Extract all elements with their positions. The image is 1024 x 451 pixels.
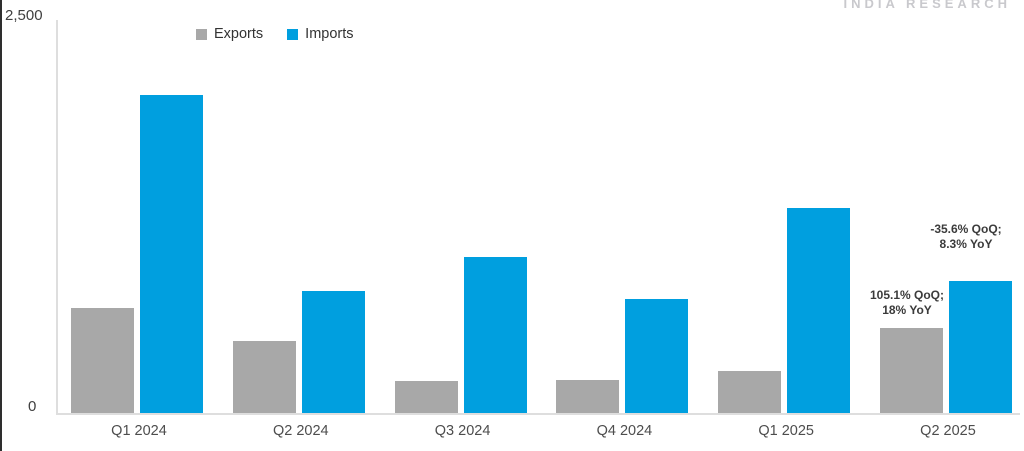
legend-item-imports: Imports xyxy=(287,26,354,42)
y-tick-zero: 0 xyxy=(28,398,37,415)
x-tick-q1-2024: Q1 2024 xyxy=(111,423,167,439)
bar-exports-q4-2024 xyxy=(556,379,620,413)
bar-imports-q1-2024 xyxy=(140,95,203,413)
legend-label-imports: Imports xyxy=(305,26,354,42)
x-tick-q3-2024: Q3 2024 xyxy=(434,423,491,439)
bar-imports-q3-2024 xyxy=(463,257,527,413)
annotation-line: 18% YoY xyxy=(882,303,932,317)
left-border-line xyxy=(0,0,2,451)
y-axis-line xyxy=(56,20,58,413)
bar-exports-q2-2024 xyxy=(232,340,296,413)
bar-exports-q3-2024 xyxy=(394,380,458,413)
annotation-line: 8.3% YoY xyxy=(939,237,993,251)
bar-imports-q2-2025 xyxy=(949,280,1012,413)
bar-exports-q1-2024 xyxy=(71,308,134,413)
annotation-line: 105.1% QoQ; xyxy=(869,288,945,302)
legend-swatch-exports xyxy=(196,28,207,40)
annotation-line: -35.6% QoQ; xyxy=(930,222,1002,236)
x-tick-q2-2025: Q2 2025 xyxy=(920,423,976,439)
bar-imports-q4-2024 xyxy=(625,299,689,413)
legend-swatch-imports xyxy=(287,28,299,40)
bar-imports-q1-2025 xyxy=(787,207,851,413)
annotation-exports-q2-2025: 105.1% QoQ; 18% YoY xyxy=(870,288,944,318)
brand-watermark: INDIA RESEARCH xyxy=(843,0,1011,11)
x-tick-q2-2024: Q2 2024 xyxy=(272,423,329,439)
bar-exports-q1-2025 xyxy=(718,371,782,413)
annotation-imports-q2-2025: -35.6% QoQ; 8.3% YoY xyxy=(930,222,1001,252)
bar-exports-q2-2025 xyxy=(880,327,943,413)
x-tick-q4-2024: Q4 2024 xyxy=(596,423,653,439)
legend-item-exports: Exports xyxy=(196,26,263,42)
y-tick-max: 2,500 xyxy=(5,7,43,24)
x-axis-line xyxy=(56,413,1020,415)
x-tick-q1-2025: Q1 2025 xyxy=(758,423,815,439)
legend: Exports Imports xyxy=(196,26,354,42)
legend-label-exports: Exports xyxy=(214,26,264,42)
bar-imports-q2-2024 xyxy=(301,291,365,413)
